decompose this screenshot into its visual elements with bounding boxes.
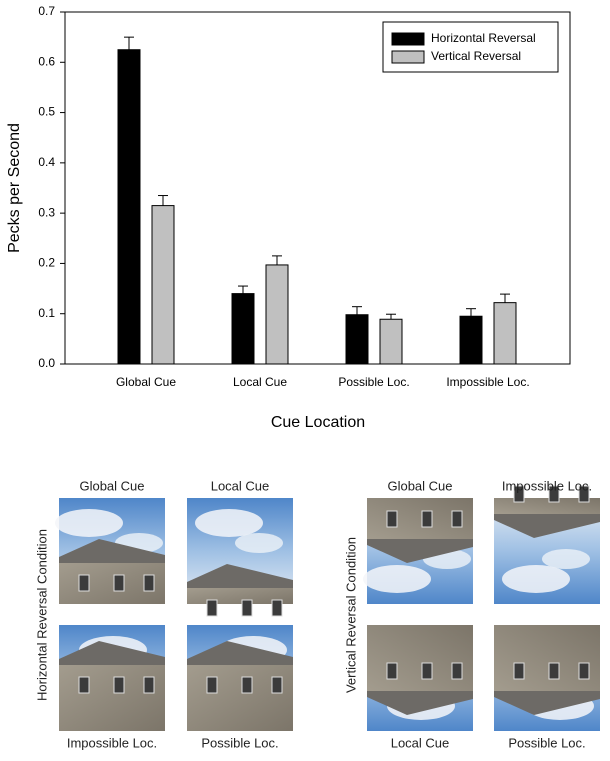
- photo-window: [143, 676, 155, 694]
- photo-window: [386, 662, 398, 680]
- legend-swatch: [391, 50, 425, 64]
- plot-frame: [64, 11, 571, 365]
- image-label: Possible Loc.: [201, 735, 278, 750]
- photo-window: [548, 662, 560, 680]
- y-tick-label: 0.1: [38, 306, 55, 320]
- error-bar: [272, 255, 282, 265]
- photo-wall: [494, 625, 600, 691]
- x-tick-label: Global Cue: [116, 375, 176, 389]
- legend-swatch: [391, 32, 425, 46]
- photo-cloud: [55, 509, 123, 537]
- image-label: Possible Loc.: [508, 735, 585, 750]
- x-tick-label: Impossible Loc.: [446, 375, 529, 389]
- legend-box: [382, 21, 559, 73]
- photo-window: [206, 599, 218, 617]
- photo-window: [578, 485, 590, 503]
- x-axis-title: Cue Location: [271, 414, 365, 431]
- y-tick-label: 0.5: [38, 105, 55, 119]
- photo: [363, 498, 473, 604]
- photo-cloud: [502, 565, 570, 593]
- bar: [459, 315, 483, 365]
- photo-window: [513, 485, 525, 503]
- x-tick-label: Possible Loc.: [338, 375, 409, 389]
- image-panel: Vertical Reversal Condition Global Cue Imp…: [343, 478, 600, 750]
- photo-window: [143, 574, 155, 592]
- error-bar: [158, 195, 168, 206]
- error-bar: [352, 306, 362, 315]
- image-label: Global Cue: [387, 478, 452, 493]
- error-bar: [238, 285, 248, 294]
- photo-wall: [367, 625, 473, 691]
- photo-window: [421, 662, 433, 680]
- image-label: Local Cue: [211, 478, 270, 493]
- bar: [379, 318, 403, 365]
- y-tick-label: 0.6: [38, 54, 55, 68]
- image-label: Global Cue: [79, 478, 144, 493]
- photo-window: [271, 676, 283, 694]
- y-tick-label: 0.3: [38, 205, 55, 219]
- y-tick-label: 0.4: [38, 155, 55, 169]
- legend-label: Horizontal Reversal: [431, 31, 536, 45]
- photo-window: [78, 676, 90, 694]
- error-bar: [500, 293, 510, 303]
- photo-cloud: [363, 565, 431, 593]
- condition-label: Vertical Reversal Condition: [343, 537, 358, 693]
- bar: [493, 302, 517, 365]
- photo-window: [578, 662, 590, 680]
- legend-label: Vertical Reversal: [431, 49, 521, 63]
- photo-window: [451, 662, 463, 680]
- photo-window: [113, 574, 125, 592]
- error-bar: [466, 308, 476, 317]
- y-tick-label: 0.2: [38, 256, 55, 270]
- condition-label: Horizontal Reversal Condition: [34, 529, 49, 701]
- image-panel: Horizontal Reversal Condition Global Cue L…: [34, 478, 293, 750]
- photo: [187, 498, 293, 617]
- photo-window: [78, 574, 90, 592]
- error-bar: [386, 313, 396, 320]
- photo-wall: [187, 665, 293, 731]
- bar: [117, 49, 141, 365]
- photo-cloud: [542, 549, 590, 569]
- photo: [59, 625, 165, 731]
- bar: [265, 264, 289, 365]
- bar: [345, 314, 369, 365]
- photo-window: [241, 599, 253, 617]
- photo: [494, 485, 600, 604]
- y-tick-label: 0.0: [38, 356, 55, 370]
- photo-window: [271, 599, 283, 617]
- photo: [494, 625, 600, 731]
- photo-window: [548, 485, 560, 503]
- error-bar: [124, 36, 134, 50]
- photo-window: [421, 510, 433, 528]
- y-tick-label: 0.7: [38, 4, 55, 18]
- image-label: Local Cue: [391, 735, 450, 750]
- photo: [367, 625, 473, 731]
- bar: [151, 205, 175, 365]
- photo-window: [451, 510, 463, 528]
- bar: [231, 293, 255, 365]
- photo-window: [241, 676, 253, 694]
- photo-cloud: [195, 509, 263, 537]
- photo-cloud: [235, 533, 283, 553]
- image-label: Impossible Loc.: [67, 735, 157, 750]
- photo: [55, 498, 165, 604]
- photo-wall: [59, 665, 165, 731]
- photo-window: [206, 676, 218, 694]
- photo-window: [386, 510, 398, 528]
- photo-window: [113, 676, 125, 694]
- photo: [187, 625, 293, 731]
- x-tick-label: Local Cue: [233, 375, 287, 389]
- y-axis-title: Pecks per Second: [6, 123, 23, 253]
- photo-window: [513, 662, 525, 680]
- image-label: Impossible Loc.: [502, 478, 592, 493]
